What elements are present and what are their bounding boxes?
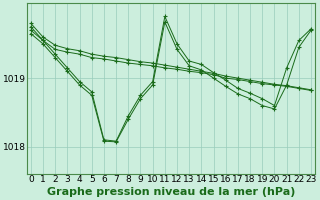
X-axis label: Graphe pression niveau de la mer (hPa): Graphe pression niveau de la mer (hPa) <box>47 187 295 197</box>
